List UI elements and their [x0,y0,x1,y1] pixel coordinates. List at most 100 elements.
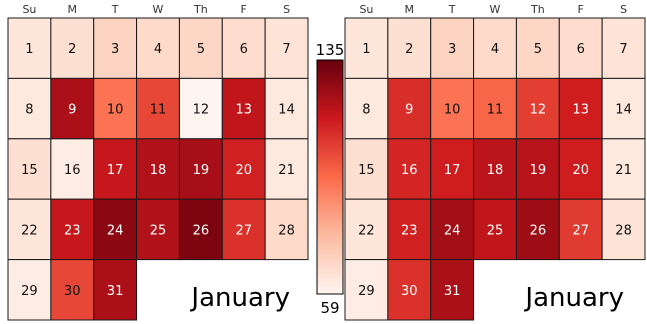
day-cell [221,198,266,261]
day-cell [178,77,223,140]
month-label-right: January [523,283,624,313]
day-number: 9 [68,103,76,118]
day-cell [344,138,389,200]
day-number: 9 [405,103,413,118]
day-number: 7 [619,42,627,57]
weekday-label: W [490,3,501,16]
day-cell [601,138,646,200]
day-number: 25 [150,223,167,238]
day-number: 24 [444,223,461,238]
weekday-label: M [405,3,415,16]
day-cell [93,259,138,321]
day-cell [515,77,560,140]
day-cell [430,259,475,321]
day-number: 25 [487,223,504,238]
day-number: 1 [25,42,33,57]
day-number: 4 [491,42,499,57]
weekday-label: S [620,3,627,16]
day-number: 18 [487,163,504,178]
day-cell [264,198,309,261]
day-number: 12 [530,103,547,118]
weekday-label: T [448,3,456,16]
day-number: 27 [572,223,589,238]
day-number: 3 [111,42,119,57]
day-number: 30 [64,284,81,299]
day-number: 2 [68,42,76,57]
day-number: 15 [358,163,375,178]
day-number: 30 [401,284,418,299]
day-number: 5 [534,42,542,57]
day-cell [93,77,138,140]
day-cell [93,138,138,200]
day-number: 8 [25,103,33,118]
colorbar: 135 59 [316,41,345,317]
day-number: 13 [572,103,589,118]
day-number: 1 [362,42,370,57]
day-number: 7 [282,42,290,57]
day-number: 31 [444,284,461,299]
day-number: 17 [107,163,124,178]
weekday-label: T [111,3,119,16]
weekday-label: M [68,3,78,16]
colorbar-max-label: 135 [316,41,345,59]
day-number: 12 [193,103,210,118]
day-cell [387,138,432,200]
day-cell [473,198,517,261]
day-number: 10 [107,103,124,118]
day-cell [515,198,560,261]
day-cell [558,17,603,79]
day-cell [7,17,52,79]
day-number: 20 [572,163,589,178]
weekday-label: F [578,3,584,16]
day-number: 8 [362,103,370,118]
day-cell [387,259,432,321]
day-cell [387,198,432,261]
day-number: 6 [577,42,585,57]
day-cell [344,198,389,261]
day-number: 19 [530,163,547,178]
day-number: 13 [235,103,252,118]
day-number: 28 [615,223,632,238]
day-number: 23 [401,223,418,238]
day-number: 19 [193,163,210,178]
day-cell [473,77,517,140]
day-number: 20 [235,163,252,178]
day-number: 2 [405,42,413,57]
day-number: 28 [278,223,295,238]
day-cell [515,138,560,200]
weekday-label: Su [22,3,36,16]
month-label-left: January [189,283,290,313]
day-number: 6 [240,42,248,57]
day-number: 14 [615,103,632,118]
weekday-label: W [153,3,164,16]
colorbar-min-label: 59 [320,299,339,317]
day-cell [430,198,475,261]
day-cell [136,138,180,200]
day-cell [136,198,180,261]
weekday-label: Th [193,3,208,16]
day-number: 15 [21,163,38,178]
day-cell [221,17,266,79]
day-number: 26 [530,223,547,238]
day-cell [50,17,95,79]
weekday-label: S [283,3,290,16]
day-number: 16 [64,163,81,178]
day-number: 18 [150,163,167,178]
weekday-label: Su [359,3,373,16]
day-number: 16 [401,163,418,178]
day-number: 29 [358,284,375,299]
weekday-label: F [241,3,247,16]
day-number: 29 [21,284,38,299]
day-number: 21 [278,163,295,178]
day-cell [558,138,603,200]
day-number: 17 [444,163,461,178]
day-number: 26 [193,223,210,238]
day-number: 24 [107,223,124,238]
day-cell [178,138,223,200]
day-number: 10 [444,103,461,118]
day-number: 21 [615,163,632,178]
day-cell [50,198,95,261]
day-cell [7,198,52,261]
